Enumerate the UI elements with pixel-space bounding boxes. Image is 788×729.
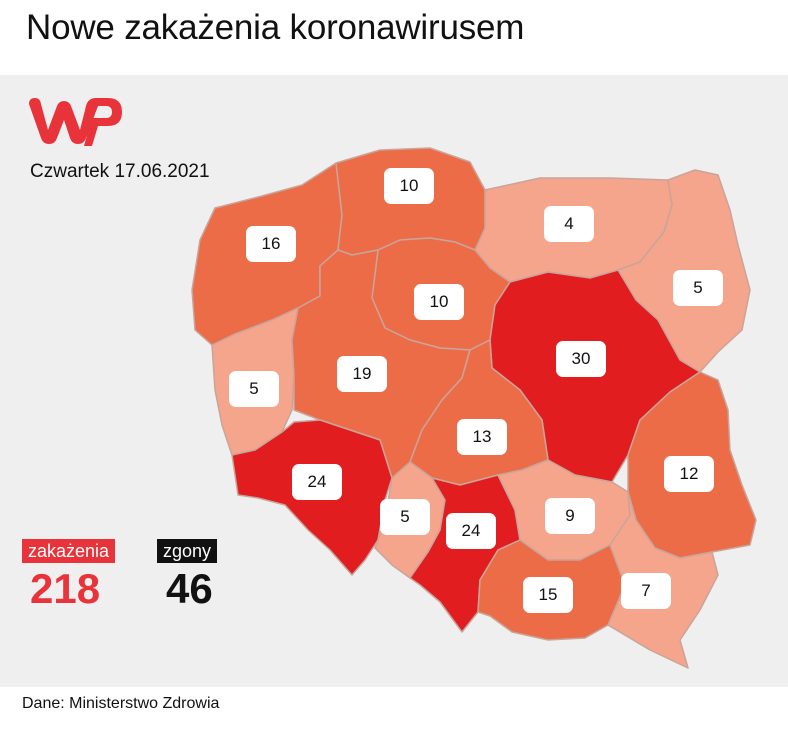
infections-label: zakażenia [22,539,116,563]
wp-logo [29,98,122,146]
region-label: 5 [229,371,279,407]
deaths-value: 46 [166,565,213,612]
region-label: 5 [380,499,430,535]
page-title: Nowe zakażenia koronawirusem [26,8,525,47]
region-label: 9 [545,498,595,534]
deaths-label: zgony [157,539,218,563]
region-label: 13 [457,419,507,455]
region-label: 10 [384,168,434,204]
region-label: 24 [292,464,342,500]
wp-logo-mark [29,98,122,146]
region-label: 19 [337,356,387,392]
region-label: 16 [246,226,296,262]
infections-value: 218 [30,565,101,612]
region-label: 12 [664,456,714,492]
region-label: 7 [621,573,671,609]
region-label: 5 [673,270,723,306]
region-label: 10 [414,284,464,320]
region-label: 15 [523,577,573,613]
region-label: 24 [446,513,496,549]
region-label: 30 [556,341,606,377]
date-label: Czwartek 17.06.2021 [30,161,210,182]
region-label: 4 [544,206,594,242]
data-source: Dane: Ministerstwo Zdrowia [22,695,220,712]
